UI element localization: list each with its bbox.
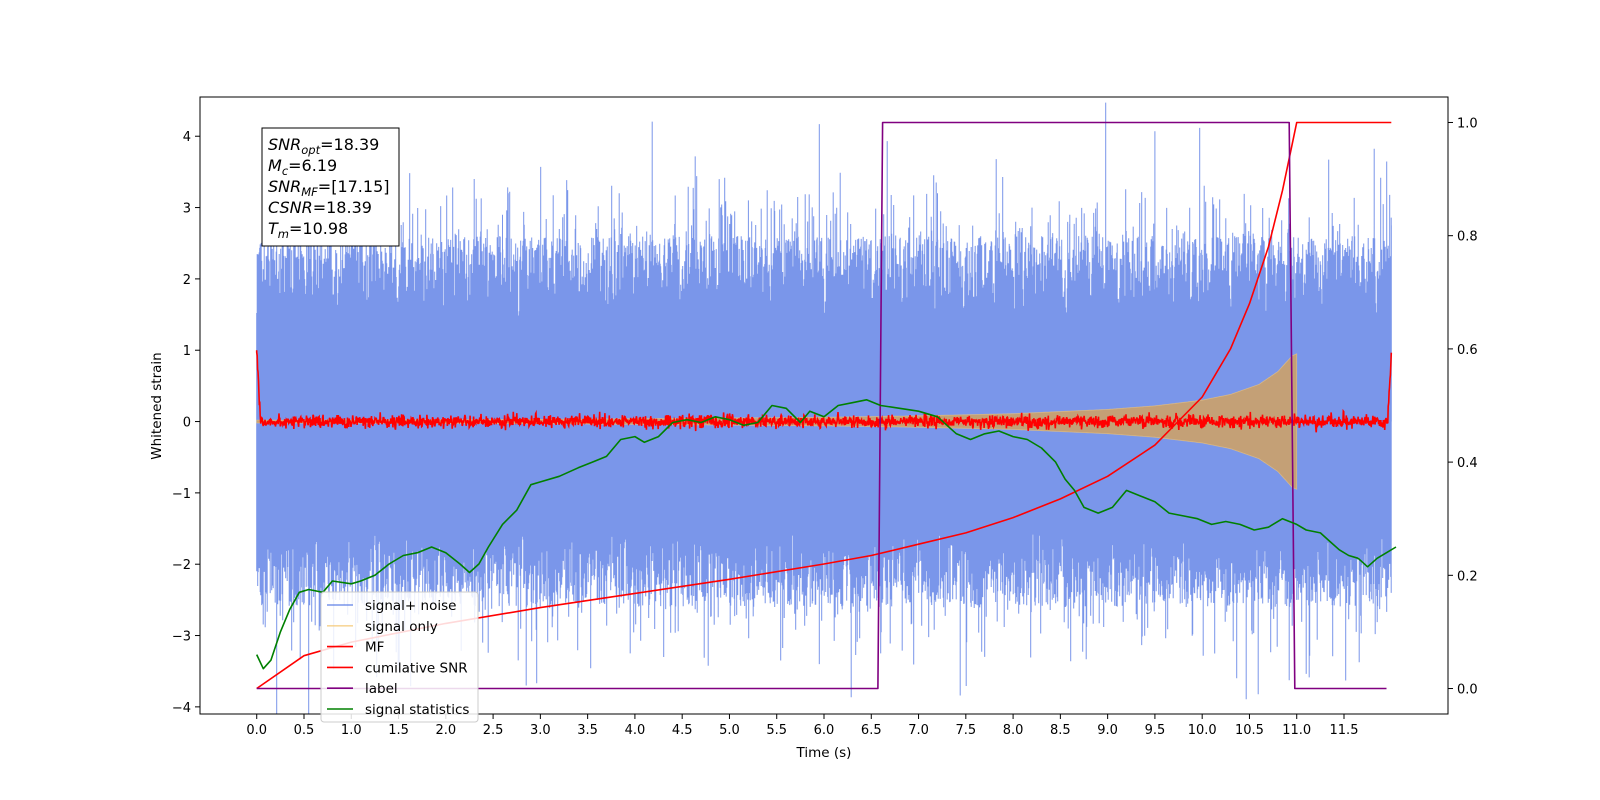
x-tick-label: 1.0 — [341, 723, 362, 738]
legend-label: signal statistics — [365, 702, 469, 718]
x-tick-label: 4.0 — [625, 723, 646, 738]
y-left-tick-label: 0 — [183, 416, 191, 431]
y-left-tick-label: 3 — [183, 202, 191, 217]
x-tick-label: 2.5 — [483, 723, 504, 738]
stats-value: =18.39 — [320, 135, 379, 154]
stats-line: SNRMF=[17.15] — [268, 177, 390, 199]
series-label — [256, 121, 1387, 690]
y-right-tick-label: 0.0 — [1457, 683, 1478, 698]
stats-symbol: SNR — [268, 177, 301, 196]
x-tick-label: 5.0 — [719, 723, 740, 738]
x-axis-label: Time (s) — [796, 745, 852, 761]
y-right-tick-label: 0.8 — [1457, 230, 1478, 245]
x-tick-label: 11.5 — [1330, 723, 1359, 738]
stats-subscript: c — [282, 164, 289, 178]
x-tick-label: 6.0 — [814, 723, 835, 738]
x-tick-label: 6.5 — [861, 723, 882, 738]
y-right-tick-label: 0.2 — [1457, 569, 1478, 584]
x-tick-label: 7.0 — [908, 723, 929, 738]
stats-subscript: MF — [301, 185, 318, 199]
legend-label: signal+ noise — [365, 598, 456, 614]
stats-line: Tm=10.98 — [268, 219, 348, 241]
y-left-tick-label: 2 — [183, 273, 191, 288]
y-left-tick-label: −2 — [172, 558, 191, 573]
y-left-tick-label: 1 — [183, 344, 191, 359]
stats-box: SNRopt=18.39Mc=6.19SNRMF=[17.15]CSNR=18.… — [261, 127, 400, 247]
x-tick-label: 9.0 — [1097, 723, 1118, 738]
stats-subscript: m — [278, 227, 289, 241]
x-tick-label: 4.5 — [672, 723, 693, 738]
y-left-tick-label: −1 — [172, 487, 191, 502]
x-tick-label: 9.5 — [1145, 723, 1166, 738]
y-right-tick-label: 1.0 — [1457, 116, 1478, 131]
x-tick-label: 2.0 — [435, 723, 456, 738]
y-left-tick-label: 4 — [183, 130, 191, 145]
series-cumilative-snr — [256, 121, 1392, 690]
stats-value: =10.98 — [289, 219, 348, 238]
stats-symbol: M — [268, 156, 282, 175]
x-tick-label: 0.5 — [294, 723, 315, 738]
stats-value: =[17.15] — [318, 177, 390, 196]
x-tick-label: 11.0 — [1282, 723, 1311, 738]
stats-symbol: CSNR — [268, 198, 313, 217]
stats-line: Mc=6.19 — [268, 156, 337, 178]
stats-symbol: T — [268, 219, 279, 238]
stats-line: SNRopt=18.39 — [268, 135, 379, 157]
stats-symbol: SNR — [268, 135, 301, 154]
x-tick-label: 3.5 — [577, 723, 598, 738]
legend-label: label — [365, 681, 398, 697]
x-tick-label: 3.0 — [530, 723, 551, 738]
stats-subscript: opt — [301, 143, 320, 157]
x-tick-label: 10.0 — [1188, 723, 1217, 738]
series-mf — [255, 350, 1393, 433]
legend-label: signal only — [365, 619, 438, 635]
y-left-tick-label: −4 — [172, 701, 191, 716]
legend-label: MF — [365, 640, 384, 656]
x-tick-label: 7.5 — [955, 723, 976, 738]
y-right-axis-ticks: 0.0 0.2 0.4 0.6 0.8 1.0 — [1448, 116, 1478, 698]
y-axis-left-label: Whitened strain — [149, 352, 165, 459]
legend-frame — [320, 591, 479, 723]
stats-line: CSNR=18.39 — [268, 198, 372, 217]
y-right-tick-label: 0.6 — [1457, 343, 1478, 358]
y-left-axis-ticks: −4 −3 −2 −1 0 1 2 3 4 — [172, 130, 200, 716]
stats-value: =18.39 — [313, 198, 372, 217]
y-left-tick-label: −3 — [172, 630, 191, 645]
stats-box-frame — [261, 127, 400, 247]
x-tick-label: 0.0 — [246, 723, 267, 738]
x-tick-label: 5.5 — [766, 723, 787, 738]
x-tick-label: 1.5 — [388, 723, 409, 738]
legend: signal+ noise signal only MF cumilative SNR… — [320, 591, 479, 723]
y-right-tick-label: 0.4 — [1457, 456, 1478, 471]
legend-label: cumilative SNR — [365, 660, 468, 676]
x-axis-ticks: 0.0 0.5 1.0 1.5 2.0 2.5 3.0 3.5 4.0 4.5 5.0 5.5 6.0 6… — [246, 714, 1358, 738]
stats-value: =6.19 — [288, 156, 337, 175]
x-tick-label: 10.5 — [1235, 723, 1264, 738]
x-tick-label: 8.5 — [1050, 723, 1071, 738]
series-signal-statistics — [255, 399, 1397, 670]
x-tick-label: 8.0 — [1003, 723, 1024, 738]
series-layer — [255, 102, 1397, 714]
